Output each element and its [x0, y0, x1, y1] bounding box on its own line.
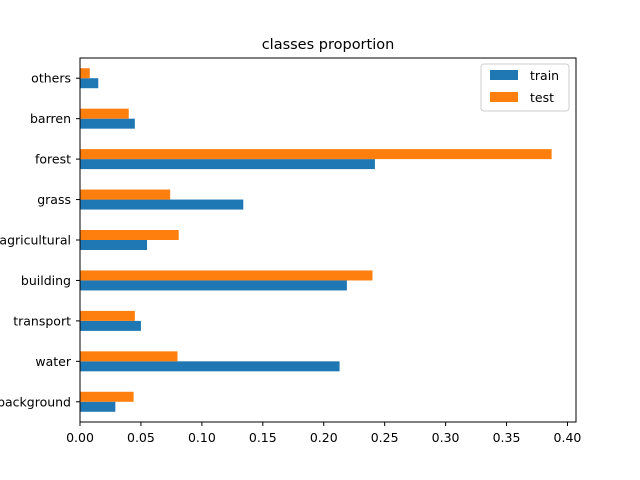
y-tick-label: agricultural: [0, 233, 71, 248]
bar-train-water: [80, 361, 340, 372]
x-tick-label: 0.25: [371, 430, 399, 445]
bar-test-background: [80, 391, 134, 402]
legend: train test: [480, 63, 570, 112]
plot-frame: [79, 57, 577, 423]
legend-label-test: test: [530, 90, 554, 105]
legend-label-train: train: [530, 68, 559, 83]
y-tick-label: water: [35, 354, 71, 369]
bar-test-agricultural: [80, 230, 179, 240]
bar-test-forest: [80, 149, 552, 160]
bar-test-barren: [80, 108, 129, 119]
bar-train-grass: [80, 199, 244, 210]
bar-train-building: [80, 280, 347, 291]
bar-train-barren: [80, 118, 135, 129]
bar-train-transport: [80, 320, 141, 331]
bars-group: [80, 68, 552, 412]
bar-test-grass: [80, 189, 171, 200]
bar-train-others: [80, 78, 99, 89]
bar-train-background: [80, 401, 116, 412]
x-tick-label: 0.10: [188, 430, 216, 445]
x-tick-label: 0.15: [249, 430, 277, 445]
bar-test-building: [80, 270, 373, 281]
legend-swatch-test: [490, 92, 518, 102]
bar-test-water: [80, 351, 178, 362]
bar-test-others: [80, 68, 90, 79]
y-tick-label: transport: [13, 313, 71, 328]
x-tick-label: 0.00: [66, 430, 94, 445]
y-tick-label: barren: [30, 111, 71, 126]
legend-swatch-train: [490, 70, 518, 80]
bar-train-agricultural: [80, 240, 148, 250]
bar-train-forest: [80, 159, 375, 170]
y-axis: background water transport building agricult…: [0, 71, 80, 409]
y-tick-label: building: [21, 273, 71, 288]
bar-test-transport: [80, 310, 135, 321]
y-tick-label: grass: [37, 192, 71, 207]
x-tick-label: 0.30: [432, 430, 460, 445]
chart-title: classes proportion: [262, 37, 395, 53]
x-tick-label: 0.20: [310, 430, 338, 445]
y-tick-label: forest: [35, 152, 71, 167]
x-tick-label: 0.40: [554, 430, 582, 445]
x-axis: 0.00 0.05 0.10 0.15 0.20 0.25 0.30 0.35 0.40: [66, 422, 581, 445]
x-tick-label: 0.05: [127, 430, 155, 445]
y-tick-label: others: [31, 71, 71, 86]
y-tick-label: background: [0, 394, 71, 409]
x-tick-label: 0.35: [493, 430, 521, 445]
